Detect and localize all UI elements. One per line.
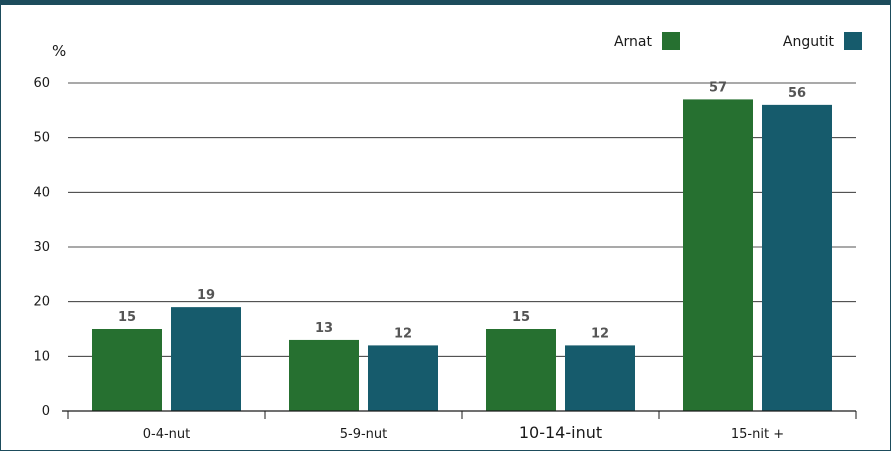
y-tick-label: 30: [33, 240, 50, 255]
data-label: 13: [315, 321, 333, 336]
bar-angutit-2: [368, 345, 438, 411]
bar-angutit-3: [565, 345, 635, 411]
data-labels: 15 19 13 12 15 12 57 56: [118, 80, 806, 341]
legend-swatch-angutit: [844, 32, 862, 50]
legend: Arnat Angutit: [614, 32, 862, 50]
data-label: 12: [591, 326, 609, 341]
x-tick-label: 5-9-nut: [340, 427, 388, 442]
bar-angutit-1: [171, 307, 241, 411]
top-bar: [0, 0, 891, 5]
data-label: 56: [788, 86, 806, 101]
legend-label-arnat: Arnat: [614, 34, 653, 50]
data-label: 19: [197, 288, 215, 303]
legend-swatch-arnat: [662, 32, 680, 50]
bar-angutit-4: [762, 104, 832, 411]
bar-arnat-2: [289, 339, 359, 411]
y-tick-label: 60: [33, 76, 50, 91]
legend-label-angutit: Angutit: [783, 34, 835, 50]
data-label: 15: [512, 310, 530, 325]
bar-arnat-4: [683, 99, 753, 412]
y-tick-label: 40: [33, 185, 50, 200]
x-tick-label: 10-14-inut: [519, 423, 602, 442]
bar-arnat-3: [486, 329, 556, 411]
data-label: 57: [709, 80, 727, 95]
y-tick-label: 20: [33, 295, 50, 310]
x-tick-label: 0-4-nut: [143, 427, 191, 442]
y-tick-label: 50: [33, 131, 50, 146]
data-label: 15: [118, 310, 136, 325]
bar-arnat-1: [92, 329, 162, 411]
y-axis-ticks: 0 10 20 30 40 50 60: [33, 76, 50, 419]
bars: [92, 99, 832, 412]
y-tick-label: 10: [33, 349, 50, 364]
y-tick-label: 0: [42, 404, 50, 419]
x-tick-label: 15-nit +: [731, 427, 784, 442]
x-axis: 0-4-nut 5-9-nut 10-14-inut 15-nit +: [62, 410, 857, 442]
data-label: 12: [394, 326, 412, 341]
y-axis-label: %: [52, 42, 66, 60]
